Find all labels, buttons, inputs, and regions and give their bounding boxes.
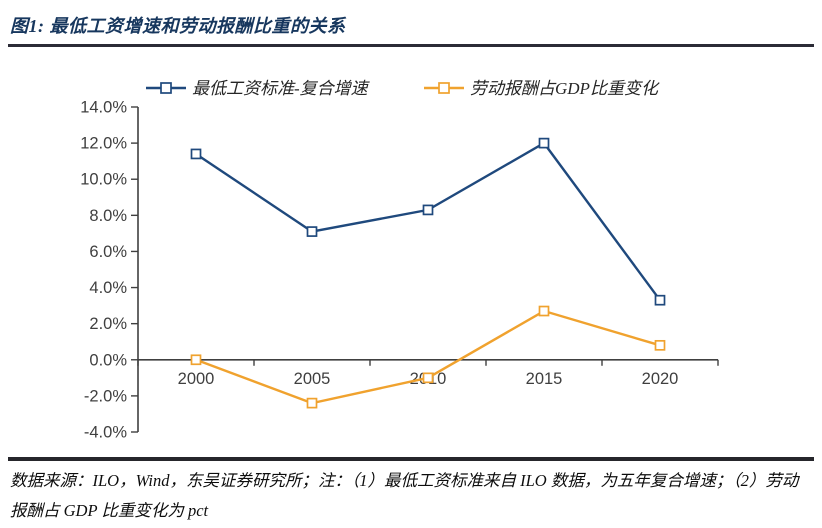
y-tick-label: 4.0% [89, 279, 127, 297]
data-point-marker [306, 397, 318, 409]
x-tick-label: 2000 [178, 370, 215, 388]
series-line [195, 309, 661, 405]
line-chart: 14.0% 12.0% 10.0% 8.0% 6.0% 4.0% 2.0% 0.0% -2.0%… [80, 79, 719, 442]
title-divider [8, 44, 814, 47]
source-note: 数据来源：ILO，Wind，东吴证券研究所；注：（1）最低工资标准来自 ILO … [10, 471, 799, 520]
legend-square-marker [160, 82, 172, 94]
y-tick-label: 14.0% [80, 99, 127, 117]
data-point-marker [422, 204, 434, 216]
x-tick-label: 2005 [294, 370, 331, 388]
y-tick-label: 8.0% [89, 207, 127, 225]
y-tick-label: 10.0% [80, 171, 127, 189]
y-tick-label: -2.0% [84, 387, 127, 405]
data-point-marker [190, 148, 202, 160]
y-tick-label: 0.0% [89, 351, 127, 369]
x-tick-label: 2015 [526, 370, 563, 388]
legend-label: 劳动报酬占GDP比重变化 [470, 79, 660, 98]
series-line [195, 141, 661, 301]
data-point-marker [538, 137, 550, 149]
figure-title: 图1: 最低工资增速和劳动报酬比重的关系 [10, 16, 346, 36]
data-point-marker [654, 294, 666, 306]
x-tick-label: 2020 [642, 370, 679, 388]
data-point-marker [190, 354, 202, 366]
data-point-marker [422, 372, 434, 384]
legend-square-marker [438, 82, 450, 94]
y-tick-label: -4.0% [84, 424, 127, 442]
legend-label: 最低工资标准-复合增速 [192, 79, 371, 98]
y-tick-label: 2.0% [89, 315, 127, 333]
footer-divider [8, 457, 814, 461]
data-point-marker [654, 339, 666, 351]
y-tick-label: 6.0% [89, 243, 127, 261]
data-point-marker [306, 226, 318, 237]
y-tick-label: 12.0% [80, 135, 127, 153]
data-point-marker [538, 305, 550, 317]
